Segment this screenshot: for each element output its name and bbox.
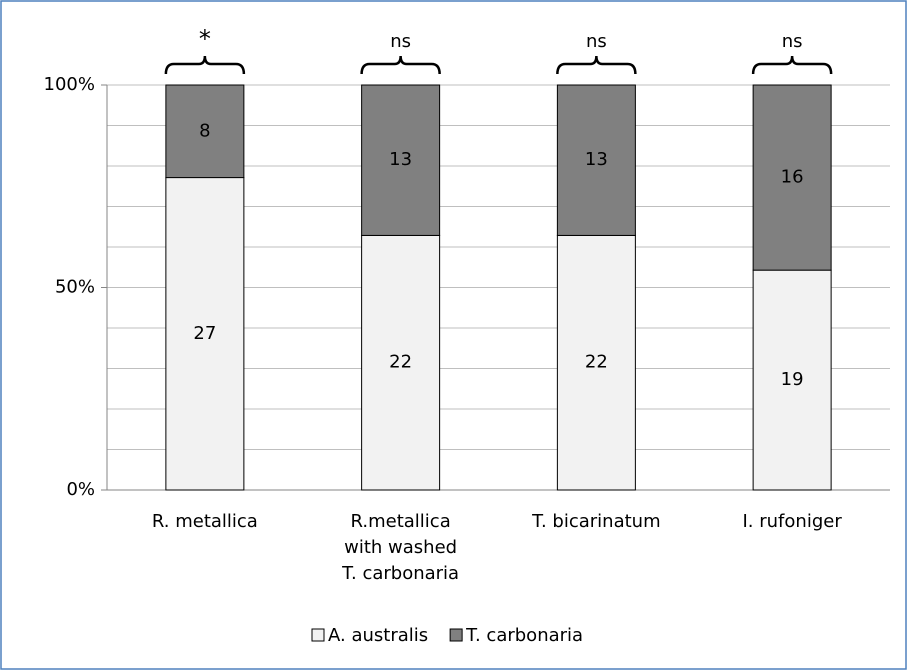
- x-tick-label-line: T. carbonaria: [341, 563, 459, 584]
- x-tick-label: T. bicarinatum: [531, 511, 661, 532]
- bar-segment: [752, 269, 832, 491]
- bar-segment: [752, 84, 832, 271]
- legend-swatch: [311, 628, 325, 642]
- y-tick-label: 100%: [44, 74, 95, 95]
- x-tick-label: R.metallica with washed T. carbonaria: [341, 511, 459, 584]
- value-label: 16: [781, 167, 804, 188]
- brace: [556, 55, 637, 75]
- x-tick-label-line: T. bicarinatum: [531, 511, 661, 532]
- value-label: 19: [781, 369, 804, 390]
- x-tick-label-line: R.metallica: [351, 511, 451, 532]
- legend-swatch: [449, 628, 463, 642]
- x-tick-label: I. rufoniger: [743, 511, 843, 532]
- x-tick-label-line: with washed: [344, 537, 457, 558]
- brace: [164, 55, 246, 75]
- y-tick-label: 50%: [55, 277, 95, 298]
- value-label: 8: [199, 120, 210, 141]
- value-label: 27: [193, 323, 216, 344]
- annotation: ns: [782, 31, 803, 52]
- bar-segment: [165, 84, 245, 179]
- bar-segment: [556, 234, 636, 491]
- annotation: ns: [586, 31, 607, 52]
- annotation: ns: [390, 31, 411, 52]
- brace: [751, 55, 833, 75]
- legend-label: T. carbonaria: [465, 625, 583, 646]
- x-tick-label: R. metallica: [152, 511, 258, 532]
- bar-segment: [165, 177, 245, 491]
- x-tick-label-line: R. metallica: [152, 511, 258, 532]
- legend-label: A. australis: [328, 625, 428, 646]
- bar-segment: [556, 84, 636, 236]
- value-label: 13: [585, 149, 608, 170]
- annotation: *: [199, 25, 211, 53]
- bar-segment: [361, 84, 441, 236]
- y-tick-label: 0%: [66, 479, 95, 500]
- brace: [360, 55, 441, 75]
- x-tick-label-line: I. rufoniger: [743, 511, 843, 532]
- value-label: 22: [389, 352, 412, 373]
- value-label: 13: [389, 149, 412, 170]
- value-label: 22: [585, 352, 608, 373]
- bar-segment: [361, 234, 441, 491]
